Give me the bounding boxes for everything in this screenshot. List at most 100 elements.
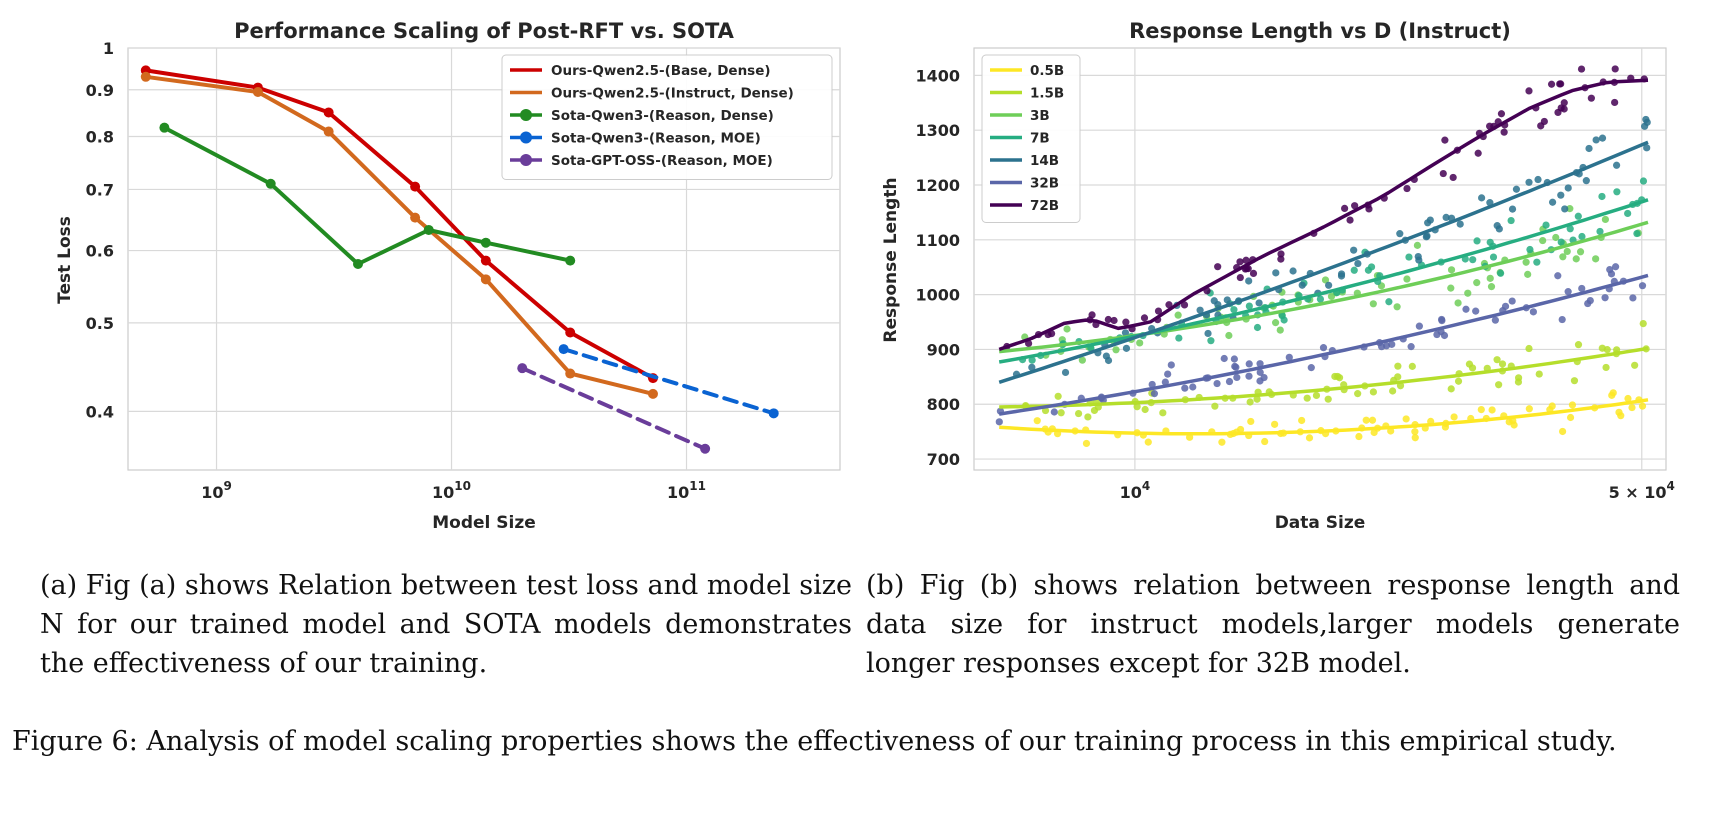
caption-b: (b) Fig (b) shows relation between respo… xyxy=(866,570,1680,679)
chart-b-legend-label: 3B xyxy=(1030,108,1050,124)
chart-b-data-point xyxy=(1574,341,1583,349)
chart-b-data-point xyxy=(1063,325,1071,333)
chart-b-data-point xyxy=(1028,356,1036,364)
chart-b-data-point xyxy=(1454,377,1463,385)
chart-b-data-point xyxy=(1084,413,1092,421)
chart-b-data-point xyxy=(1074,409,1083,418)
chart-a-data-point xyxy=(565,327,576,338)
chart-b-data-point xyxy=(1355,432,1363,441)
chart-b-data-point xyxy=(1144,438,1152,446)
chart-b-data-point xyxy=(1261,437,1269,446)
chart-b-data-point xyxy=(1253,395,1261,403)
chart-a-data-point xyxy=(565,255,576,266)
chart-b-data-point xyxy=(1473,279,1481,287)
chart-b-data-point xyxy=(1534,175,1542,184)
chart-b-data-point xyxy=(1529,308,1537,316)
chart-b-data-point xyxy=(1305,434,1314,442)
chart-b-data-point xyxy=(1514,378,1523,386)
chart-b-data-point xyxy=(1611,98,1619,107)
chart-b-x-label: Data Size xyxy=(1275,513,1366,533)
chart-b-data-point xyxy=(1164,370,1172,378)
chart-b-data-point xyxy=(1331,372,1339,381)
chart-a-data-point xyxy=(700,443,711,454)
chart-b-legend-label: 1.5B xyxy=(1030,86,1064,102)
chart-a-legend-marker xyxy=(520,154,532,166)
chart-b-data-point xyxy=(1362,416,1370,424)
chart-b-data-point xyxy=(1245,360,1253,368)
chart-b-data-point xyxy=(1316,295,1325,303)
chart-b-data-point xyxy=(1493,222,1501,230)
chart-b-data-point xyxy=(1495,381,1503,389)
chart-b-data-point xyxy=(1525,344,1533,353)
chart-b-data-point xyxy=(1491,316,1499,324)
chart-b-title: Response Length vs D (Instruct) xyxy=(1129,19,1511,43)
chart-b-data-point xyxy=(1508,205,1517,213)
chart-b-data-point xyxy=(1298,416,1306,425)
chart-b-data-point xyxy=(1256,360,1264,368)
chart-b-data-point xyxy=(1396,230,1404,238)
chart-b-data-point xyxy=(1346,216,1354,224)
chart-b-trend-line xyxy=(999,398,1649,436)
chart-b-data-point xyxy=(1629,294,1637,302)
chart-b-data-point xyxy=(1408,362,1416,370)
chart-b-legend-label: 72B xyxy=(1030,198,1059,214)
chart-b-data-point xyxy=(1054,392,1062,400)
chart-b-data-point xyxy=(1570,377,1579,385)
chart-a-series-line xyxy=(520,366,708,451)
chart-b-data-point xyxy=(1133,403,1141,411)
chart-a-data-point xyxy=(480,237,491,248)
chart-b-data-point xyxy=(1112,346,1120,354)
chart-b-data-point xyxy=(1242,256,1250,264)
chart-b-data-point xyxy=(1233,373,1241,382)
chart-b-data-point xyxy=(1633,229,1641,238)
chart-b-data-point xyxy=(1612,263,1620,271)
chart-b-data-point xyxy=(1321,276,1330,284)
chart-a-y-tick-label: 0.7 xyxy=(86,180,114,199)
chart-b-data-point xyxy=(1210,297,1218,305)
chart-b-legend-box xyxy=(981,54,1081,223)
chart-b-data-point xyxy=(1639,319,1647,328)
chart-b-data-point xyxy=(1559,253,1567,261)
chart-a-data-point xyxy=(323,126,334,137)
chart-b-data-point xyxy=(1525,178,1533,186)
chart-b-data-point xyxy=(1245,302,1253,310)
chart-b-data-point xyxy=(1214,263,1222,271)
chart-b-data-point xyxy=(1154,307,1163,315)
chart-a-data-point xyxy=(558,344,569,355)
chart-a-data-point xyxy=(480,274,491,285)
chart-b-data-point xyxy=(1510,421,1518,429)
chart-a-x-tick-label: 1010 xyxy=(432,479,471,502)
chart-b-data-point xyxy=(1411,434,1419,442)
figure-caption: Figure 6: Analysis of model scaling prop… xyxy=(12,726,1617,757)
chart-b-data-point xyxy=(1403,275,1411,283)
chart-b-data-point xyxy=(1174,311,1182,319)
chart-b-data-point xyxy=(1088,311,1096,319)
chart-b-data-point xyxy=(1613,188,1621,196)
chart-a-data-point xyxy=(353,259,364,270)
chart-a-legend: Ours-Qwen2.5-(Base, Dense) Ours-Qwen2.5-(… xyxy=(501,54,833,180)
chart-b-data-point xyxy=(1468,364,1477,372)
chart-b-data-point xyxy=(1121,329,1130,337)
chart-b-response-length: 104 5 × 10470080090010001100120013001400 … xyxy=(881,19,1675,533)
chart-a-data-point xyxy=(517,363,528,374)
chart-a-data-point xyxy=(565,368,576,379)
chart-b-data-point xyxy=(1256,368,1264,376)
chart-a-y-tick-label: 0.4 xyxy=(86,402,114,421)
chart-b-data-point xyxy=(1609,389,1617,397)
chart-b-data-point xyxy=(1587,94,1595,102)
chart-b-data-point xyxy=(1414,252,1422,261)
chart-b-data-point xyxy=(1307,364,1315,372)
chart-b-data-point xyxy=(1223,296,1231,304)
chart-a-data-point xyxy=(265,178,276,189)
chart-b-data-point xyxy=(1566,225,1574,233)
chart-b-data-point xyxy=(1369,300,1377,308)
chart-b-data-point xyxy=(1552,233,1560,242)
chart-a-data-point xyxy=(480,255,491,266)
chart-b-data-point xyxy=(1402,415,1410,423)
chart-b-data-point xyxy=(1364,266,1373,274)
chart-b-data-point xyxy=(1441,136,1449,144)
chart-b-data-point xyxy=(1560,99,1568,107)
chart-b-data-point xyxy=(1378,343,1386,351)
chart-b-data-point xyxy=(1236,258,1244,266)
chart-b-data-point xyxy=(1225,377,1234,386)
